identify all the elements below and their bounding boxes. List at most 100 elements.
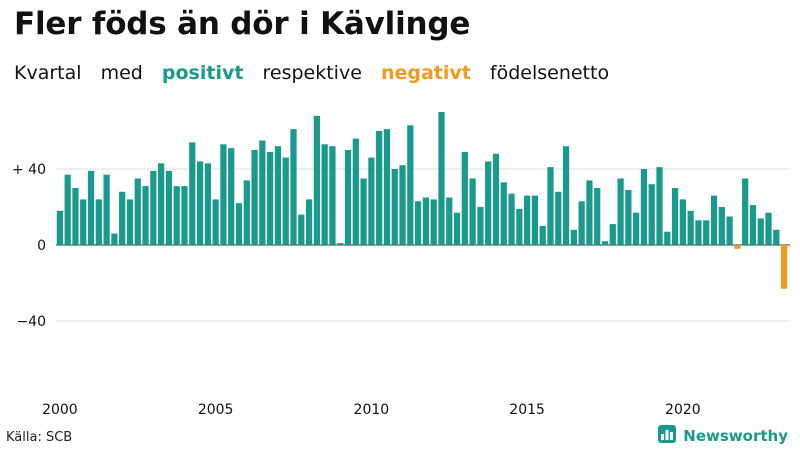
subtitle-word: Kvartal [14,62,82,84]
subtitle-word: respektive [262,62,362,84]
bar [142,186,149,245]
bar [570,229,577,245]
bar [625,189,632,245]
bar [718,207,725,245]
bar [601,241,609,245]
bar [516,208,523,245]
bar [609,224,616,245]
chart-subtitle: Kvartal med positivt respektive negativt… [14,62,622,84]
bar [477,207,484,245]
subtitle-positive: positivt [161,62,244,84]
bar [251,150,258,245]
bar [633,212,640,245]
subtitle-word: med [100,62,143,84]
bar [640,169,648,245]
bar [757,218,764,245]
bar [422,197,430,245]
bar [414,201,422,245]
bar [438,112,445,245]
bar [376,131,383,245]
bar [95,199,102,245]
chart-title: Fler föds än dör i Kävlinge [14,6,471,42]
x-tick-label: 2000 [42,402,78,418]
bar [586,180,593,245]
bar [524,195,531,245]
bar [56,210,64,245]
bar [243,180,250,245]
bar [430,199,437,245]
bar [150,170,157,245]
bar [165,170,173,245]
bar [679,199,686,245]
bar [562,146,570,245]
x-tick-label: 2020 [665,402,701,418]
bar [64,174,71,245]
bar [173,186,180,245]
bar [72,188,79,245]
bar [259,140,266,245]
subtitle-word: födelsenetto [489,62,610,84]
bar [578,201,585,245]
bar [274,146,282,245]
bar [337,243,344,245]
y-tick-label: −40 [16,314,46,330]
bar [298,214,305,245]
bar [344,150,352,245]
bar [399,165,406,245]
bar [656,167,663,245]
bar [313,115,320,245]
bar [780,245,788,289]
bar [87,170,95,245]
bar [500,182,507,245]
bar [617,178,624,245]
bar [664,231,671,245]
bar [485,161,492,245]
bar [212,199,219,245]
bar [531,195,539,245]
x-tick-label: 2015 [509,402,545,418]
x-tick-label: 2005 [198,402,234,418]
bar [305,199,313,245]
bar [703,220,710,245]
bar [111,233,118,245]
bar [742,178,749,245]
bar [749,205,757,245]
bar [329,146,336,245]
bar [189,142,196,245]
bar [126,199,134,245]
bar [773,229,780,245]
bar [407,125,414,245]
bar [648,184,655,245]
bar [765,212,772,245]
bar [555,191,562,245]
bar [687,210,694,245]
bar [134,178,141,245]
bar [103,174,110,245]
bar [158,163,165,245]
subtitle-negative: negativt [380,62,471,84]
source-note: Källa: SCB [6,430,73,445]
bar [695,220,702,245]
bar [204,163,211,245]
bar [235,203,243,245]
bar [469,178,476,245]
y-tick-label: + 40 [12,162,46,178]
bar [267,151,274,245]
bar [453,212,461,245]
x-tick-label: 2010 [354,402,390,418]
bar [220,144,227,245]
bar [547,167,554,245]
bar [671,188,679,245]
chart-logo-icon [657,424,677,448]
bar [383,129,391,245]
bar [726,216,733,245]
bar [594,188,601,245]
bar [360,178,367,245]
bar [368,157,375,245]
bar [492,153,500,245]
bar [181,186,188,245]
bar [446,197,453,245]
bar [228,148,235,245]
brand-logo: Newsworthy [657,424,788,448]
